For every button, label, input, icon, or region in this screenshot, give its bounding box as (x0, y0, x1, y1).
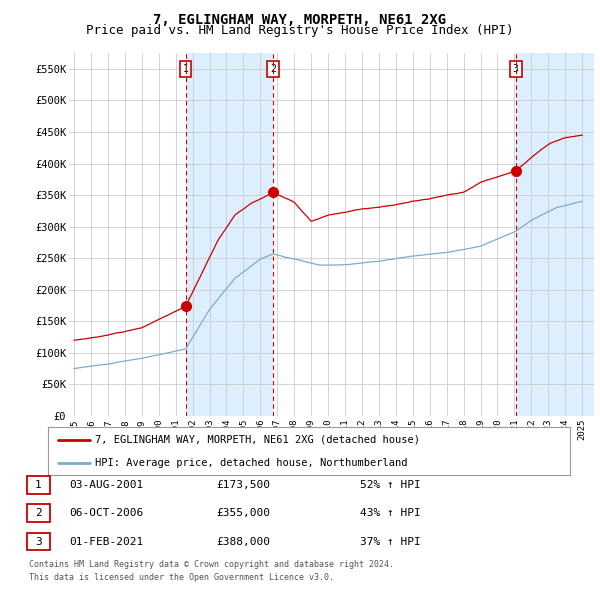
Text: 7, EGLINGHAM WAY, MORPETH, NE61 2XG: 7, EGLINGHAM WAY, MORPETH, NE61 2XG (154, 13, 446, 27)
Text: 3: 3 (513, 64, 518, 74)
Text: 1: 1 (35, 480, 42, 490)
Text: 2: 2 (35, 509, 42, 518)
Text: 1: 1 (182, 64, 188, 74)
Text: 52% ↑ HPI: 52% ↑ HPI (360, 480, 421, 490)
Text: 01-FEB-2021: 01-FEB-2021 (69, 537, 143, 546)
Text: 3: 3 (35, 537, 42, 546)
Text: 2: 2 (270, 64, 276, 74)
Bar (516, 53, 594, 416)
Text: This data is licensed under the Open Government Licence v3.0.: This data is licensed under the Open Gov… (29, 573, 334, 582)
Text: HPI: Average price, detached house, Northumberland: HPI: Average price, detached house, Nort… (95, 458, 407, 468)
Text: Price paid vs. HM Land Registry's House Price Index (HPI): Price paid vs. HM Land Registry's House … (86, 24, 514, 37)
Text: 43% ↑ HPI: 43% ↑ HPI (360, 509, 421, 518)
Text: 37% ↑ HPI: 37% ↑ HPI (360, 537, 421, 546)
Text: £355,000: £355,000 (216, 509, 270, 518)
Text: 03-AUG-2001: 03-AUG-2001 (69, 480, 143, 490)
Text: 7, EGLINGHAM WAY, MORPETH, NE61 2XG (detached house): 7, EGLINGHAM WAY, MORPETH, NE61 2XG (det… (95, 435, 420, 445)
Text: 06-OCT-2006: 06-OCT-2006 (69, 509, 143, 518)
Bar (185, 53, 273, 416)
Text: £173,500: £173,500 (216, 480, 270, 490)
Text: Contains HM Land Registry data © Crown copyright and database right 2024.: Contains HM Land Registry data © Crown c… (29, 560, 394, 569)
Text: £388,000: £388,000 (216, 537, 270, 546)
